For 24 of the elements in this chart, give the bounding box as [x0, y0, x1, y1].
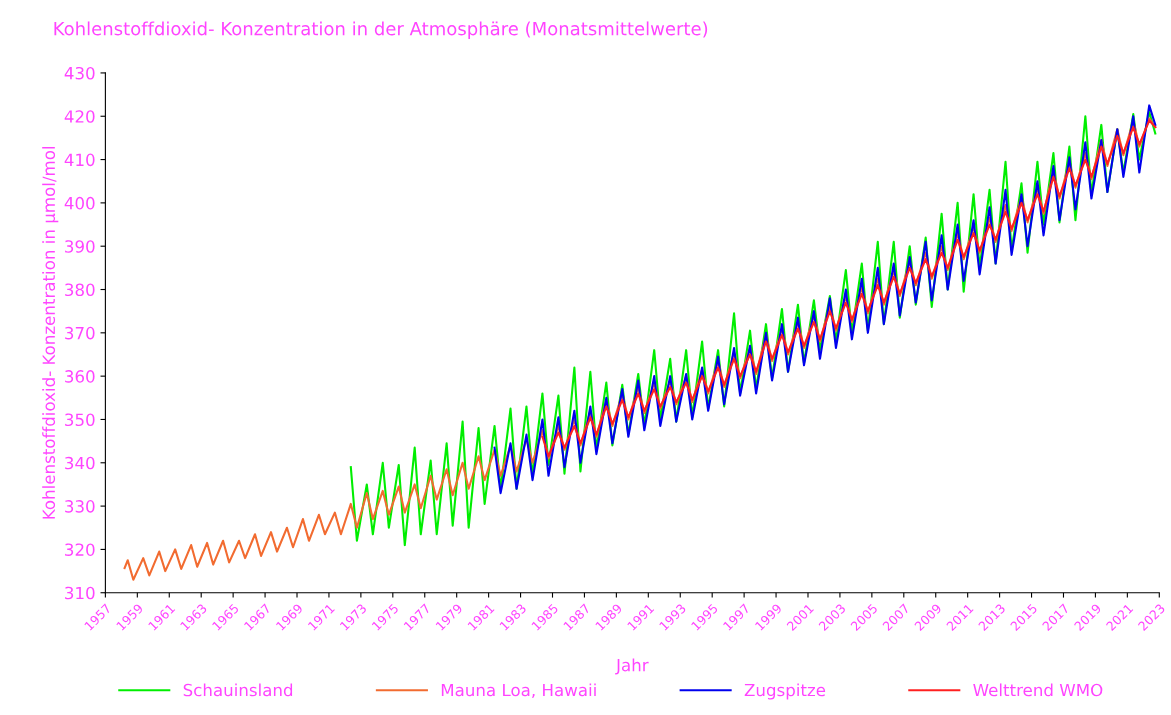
y-tick-label: 380 — [65, 283, 95, 297]
chart-title: Kohlenstoffdioxid- Konzentration in der Atmosphäre (Monatsmittelwerte) — [54, 21, 708, 39]
x-axis-title: Jahr — [615, 658, 649, 675]
line-series — [493, 104, 1157, 495]
line-series — [123, 117, 1157, 581]
y-tick-label: 360 — [65, 370, 95, 383]
y-axis-title: Kohlenstoffdioxid- Konzentration in µmol/mol — [42, 146, 59, 519]
y-tick-label: 410 — [64, 153, 95, 167]
y-tick-label: 420 — [64, 110, 95, 123]
line-series — [349, 110, 1157, 547]
legend-label: Welttrend WMO — [973, 683, 1103, 697]
line-series — [541, 119, 1157, 458]
y-tick-label: 340 — [65, 456, 95, 470]
legend-label: Mauna Loa, Hawaii — [441, 683, 596, 699]
y-tick-label: 370 — [65, 326, 95, 340]
y-tick-label: 310 — [65, 586, 95, 600]
legend-label: Zugspitze — [744, 683, 826, 700]
y-tick-label: 400 — [64, 196, 95, 210]
legend-label: Schauinsland — [183, 683, 293, 697]
y-tick-label: 330 — [65, 500, 95, 513]
y-tick-label: 430 — [64, 66, 95, 80]
y-tick-label: 390 — [65, 240, 95, 253]
y-tick-label: 350 — [65, 413, 95, 427]
y-tick-label: 320 — [65, 543, 95, 556]
